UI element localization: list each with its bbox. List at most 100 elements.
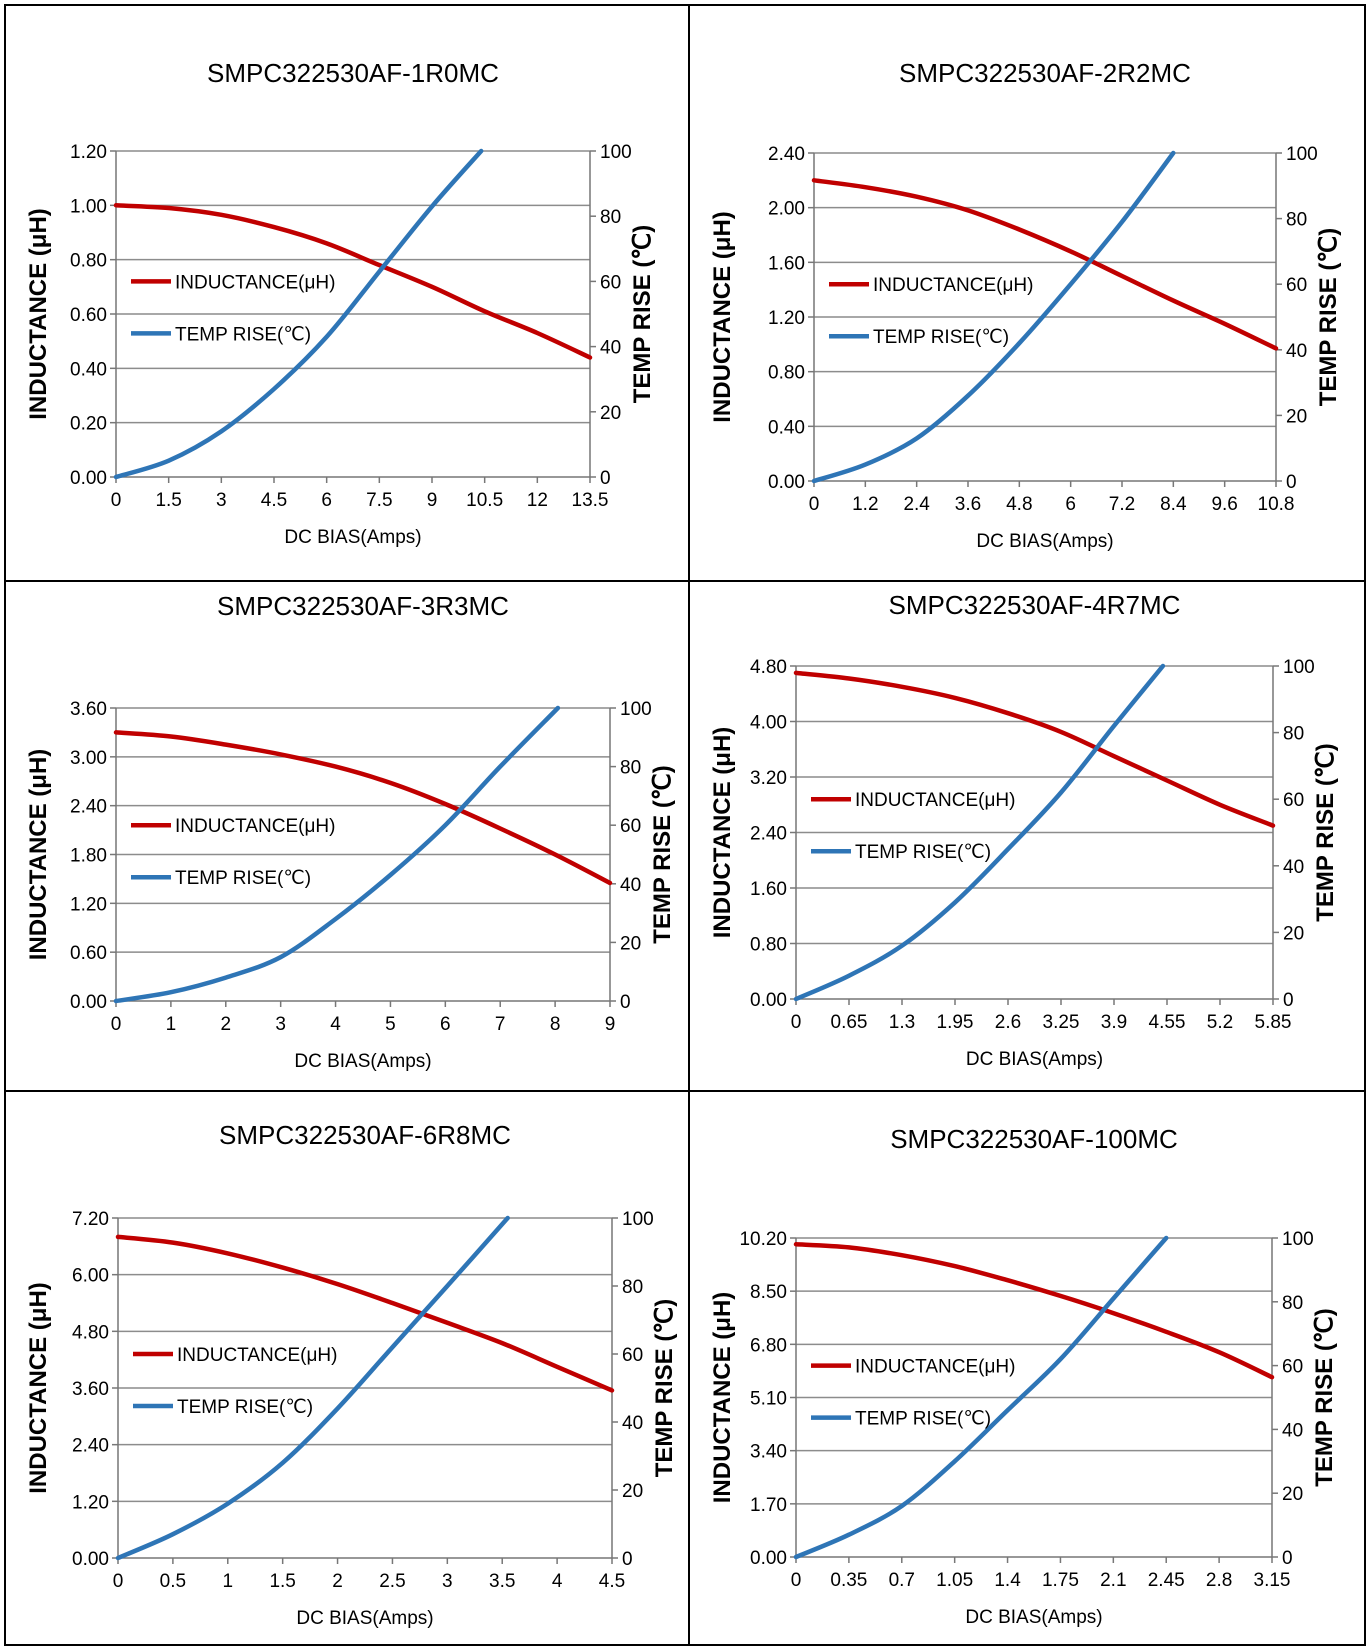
- x-tick-label: 0.5: [160, 1571, 186, 1592]
- x-tick-label: 2.6: [995, 1012, 1021, 1033]
- series-line-temp-rise: [793, 663, 1166, 1002]
- y-tick-label: 2.40: [70, 797, 107, 818]
- y2-tick-label: 0: [600, 468, 611, 489]
- y-tick-label: 3.60: [72, 1379, 109, 1400]
- chart-title: SMPC322530AF-100MC: [890, 1124, 1178, 1154]
- x-tick-label: 1.95: [937, 1012, 974, 1033]
- y-tick-label: 5.10: [750, 1389, 787, 1410]
- x-tick-label: 7.2: [1109, 494, 1135, 515]
- chart-panel-6: SMPC322530AF-100MC 0.00 1.70 3.40 5.10 6.80 8.…: [688, 1090, 1366, 1646]
- x-tick-label: 2.4: [903, 494, 930, 515]
- x-tick-label: 6: [440, 1014, 451, 1035]
- x-tick-label: 3.25: [1043, 1012, 1080, 1033]
- x-axis-label: DC BIAS(Amps): [284, 527, 421, 548]
- y-tick-label: 1.20: [768, 308, 805, 329]
- x-tick-label: 2: [220, 1014, 231, 1035]
- x-tick-label: 0: [113, 1571, 124, 1592]
- x-tick-label: 13.5: [572, 490, 609, 511]
- chart-panel-3: SMPC322530AF-3R3MC 0.00 0.60 1.20 1.80 2.40 3.…: [4, 580, 690, 1092]
- x-tick-label: 4: [330, 1014, 341, 1035]
- x-tick-label: 0: [791, 1012, 802, 1033]
- series-line-inductance: [115, 1234, 615, 1393]
- y-tick-label: 1.00: [70, 196, 107, 217]
- y-tick-label: 3.60: [70, 699, 107, 720]
- x-tick-label: 0: [111, 490, 122, 511]
- series-line-temp-rise: [793, 1235, 1169, 1560]
- x-tick-label: 10.5: [466, 490, 503, 511]
- y-tick-label: 0.20: [70, 414, 107, 435]
- y2-tick-label: 80: [600, 207, 621, 228]
- x-tick-label: 3.5: [489, 1571, 515, 1592]
- series-line-temp-rise: [811, 150, 1176, 484]
- y-tick-label: 2.40: [72, 1436, 109, 1457]
- y2-axis-label: TEMP RISE (℃): [651, 1299, 678, 1478]
- y2-tick-label: 80: [1283, 724, 1304, 745]
- chart-panel-1: SMPC322530AF-1R0MC 0.00 0.20 0.40 0.60 0.80 1.…: [4, 4, 690, 582]
- legend-label: TEMP RISE(℃): [175, 868, 311, 889]
- x-tick-label: 2.5: [379, 1571, 405, 1592]
- y2-tick-label: 60: [1283, 790, 1304, 811]
- chart-svg: SMPC322530AF-100MC 0.00 1.70 3.40 5.10 6.80 8.…: [709, 1124, 1338, 1628]
- y2-tick-label: 60: [620, 816, 641, 837]
- y-axis-label: INDUCTANCE (μH): [25, 749, 52, 961]
- x-tick-label: 8: [550, 1014, 561, 1035]
- x-tick-label: 0.7: [889, 1570, 915, 1591]
- x-tick-label: 1.4: [994, 1570, 1021, 1591]
- legend-label: INDUCTANCE(μH): [175, 272, 335, 293]
- legend-label: INDUCTANCE(μH): [855, 1357, 1015, 1378]
- series-line-inductance: [113, 203, 593, 360]
- y-tick-label: 4.00: [750, 713, 787, 734]
- y-tick-label: 0.60: [70, 943, 107, 964]
- y-tick-label: 1.60: [750, 879, 787, 900]
- x-tick-label: 2: [332, 1571, 343, 1592]
- y2-tick-label: 40: [600, 338, 621, 359]
- x-tick-label: 7: [495, 1014, 506, 1035]
- x-tick-label: 4.5: [261, 490, 287, 511]
- series-line-temp-rise: [113, 148, 484, 480]
- y2-tick-label: 0: [622, 1549, 633, 1570]
- x-tick-label: 2.45: [1148, 1570, 1185, 1591]
- x-axis-label: DC BIAS(Amps): [966, 1049, 1103, 1070]
- y2-tick-label: 20: [1282, 1484, 1303, 1505]
- y-tick-label: 6.80: [750, 1335, 787, 1356]
- y2-tick-label: 100: [620, 699, 652, 720]
- y-tick-label: 0.80: [70, 251, 107, 272]
- y-tick-label: 8.50: [750, 1282, 787, 1303]
- x-tick-label: 9: [427, 490, 438, 511]
- chart-svg: SMPC322530AF-4R7MC 0.00 0.80 1.60 2.40 3.20 4.…: [709, 590, 1339, 1070]
- y-tick-label: 10.20: [739, 1229, 787, 1250]
- y2-tick-label: 0: [620, 992, 631, 1013]
- x-tick-label: 1: [166, 1014, 177, 1035]
- series-line-inductance: [113, 730, 613, 886]
- y2-tick-label: 40: [620, 875, 641, 896]
- legend-label: INDUCTANCE(μH): [873, 275, 1033, 296]
- y-tick-label: 4.80: [750, 657, 787, 678]
- y2-tick-label: 40: [1286, 341, 1307, 362]
- x-tick-label: 4.5: [599, 1571, 625, 1592]
- y-tick-label: 0.80: [750, 935, 787, 956]
- y2-axis-label: TEMP RISE (℃): [1315, 228, 1342, 407]
- x-axis-label: DC BIAS(Amps): [976, 531, 1113, 552]
- y2-tick-label: 60: [600, 272, 621, 293]
- y-axis-label: INDUCTANCE (μH): [709, 1292, 736, 1504]
- legend-label: TEMP RISE(℃): [175, 324, 311, 345]
- y-axis-label: INDUCTANCE (μH): [709, 727, 736, 939]
- x-tick-label: 7.5: [366, 490, 392, 511]
- chart-title: SMPC322530AF-3R3MC: [217, 591, 509, 621]
- x-tick-label: 1: [222, 1571, 233, 1592]
- y2-tick-label: 20: [600, 403, 621, 424]
- legend-label: TEMP RISE(℃): [873, 327, 1009, 348]
- x-axis-label: DC BIAS(Amps): [296, 1608, 433, 1629]
- y2-tick-label: 80: [622, 1277, 643, 1298]
- chart-panel-2: SMPC322530AF-2R2MC 0.00 0.40 0.80 1.20 1.60 2.…: [688, 4, 1366, 582]
- y2-axis-label: TEMP RISE (℃): [1312, 743, 1339, 922]
- chart-title: SMPC322530AF-6R8MC: [219, 1120, 511, 1150]
- x-tick-label: 2.1: [1100, 1570, 1126, 1591]
- x-tick-label: 5.85: [1255, 1012, 1292, 1033]
- chart-svg: SMPC322530AF-2R2MC0.000.400.801.201.602.…: [709, 58, 1342, 552]
- y2-tick-label: 40: [1283, 857, 1304, 878]
- x-tick-label: 3: [442, 1571, 453, 1592]
- x-tick-label: 0: [791, 1570, 802, 1591]
- y-tick-label: 0.00: [70, 468, 107, 489]
- y2-tick-label: 80: [1286, 210, 1307, 231]
